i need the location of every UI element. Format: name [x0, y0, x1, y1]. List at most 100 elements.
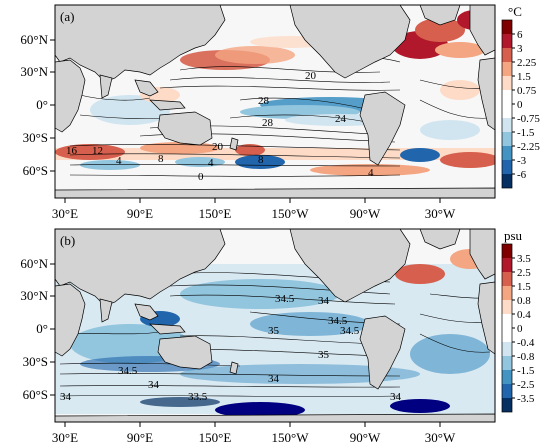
colorbar-tick-label: -3: [517, 155, 527, 167]
colorbar-cell: [502, 314, 512, 328]
contour-label: 34: [60, 391, 72, 403]
colorbar-tick-label: 0.8: [517, 295, 531, 307]
contour-label: 20: [305, 70, 317, 82]
colorbar-tick-label: -2.5: [517, 379, 535, 391]
contour-label: 4: [208, 157, 214, 169]
panel-b-salinity-map: 34.5 34 34.5 35 34.5 35 34.5 34 34 33.5 …: [0, 224, 548, 448]
colorbar-tick-label: 3.5: [517, 253, 531, 265]
contour-label: 4: [368, 167, 374, 179]
colorbar-tick-label: 1.5: [517, 281, 531, 293]
colorbar-cell: [502, 20, 512, 34]
contour-label: 28: [262, 117, 274, 129]
colorbar-cell: [502, 48, 512, 62]
land-masses: [55, 5, 495, 198]
colorbar-tick-label: 2.25: [517, 57, 537, 69]
colorbar-cell: [502, 104, 512, 118]
colorbar-tick-label: -1.5: [517, 127, 535, 139]
latitude-axis: 60°N 30°N 0° 30°S 60°S: [20, 32, 55, 178]
land-masses: [55, 229, 495, 422]
colorbar-cell: [502, 174, 512, 188]
panel-a-svg: 20 28 28 24 20 8 16 12 4 8 4 0 4 (a): [20, 4, 540, 221]
lat-label: 30°N: [20, 64, 48, 79]
lon-label: 90°E: [127, 206, 153, 221]
lat-label: 60°S: [23, 387, 48, 402]
lon-label: 90°W: [350, 206, 381, 221]
contour-lines: [69, 51, 491, 177]
contour-label: 34: [148, 379, 160, 391]
colorbar-tick-label: -0.75: [517, 113, 540, 125]
lon-label: 150°W: [272, 206, 310, 221]
lon-label: 30°E: [52, 430, 78, 445]
contour-label: 34: [390, 391, 402, 403]
lat-label: 60°N: [20, 256, 48, 271]
colorbar-cell: [502, 76, 512, 90]
colorbar-tick-label: -6: [517, 169, 527, 181]
colorbar-a: °C 6 3 2.25 1.5 0.75 0 -0.75 -1.5 -2.25 -3 -6: [501, 4, 540, 189]
contour-label: 8: [158, 153, 164, 165]
colorbar-cell: [502, 34, 512, 48]
colorbar-tick-label: 0.4: [517, 309, 531, 321]
lon-label: 30°W: [425, 206, 456, 221]
contour-label: 24: [335, 113, 347, 125]
colorbar-cell: [502, 398, 512, 412]
lat-label: 30°S: [23, 354, 48, 369]
colorbar-cell: [502, 370, 512, 384]
contour-label: 4: [116, 155, 122, 167]
colorbar-unit: psu: [504, 228, 523, 243]
contour-label: 34.5: [118, 365, 138, 377]
colorbar-tick-label: 0: [517, 99, 523, 111]
colorbar-tick-label: 1.5: [517, 71, 531, 83]
colorbar-b: psu 3.5 2.5 1.5 0.8 0.4 0 -0.4 -0.8 -1.5 -2.5 -3.5: [501, 228, 535, 413]
colorbar-cell: [502, 160, 512, 174]
lat-label: 30°S: [23, 130, 48, 145]
contour-labels: 34.5 34 34.5 35 34.5 35 34.5 34 34 33.5 …: [60, 293, 402, 403]
contour-label: 34.5: [340, 325, 360, 337]
colorbar-cell: [502, 244, 512, 258]
lat-label: 0°: [36, 97, 48, 112]
colorbar-tick-label: -3.5: [517, 393, 535, 405]
contour-label: 34.5: [328, 315, 348, 327]
contour-label: 20: [212, 141, 224, 153]
colorbar-tick-label: 6: [517, 29, 523, 41]
colorbar-cell: [502, 300, 512, 314]
colorbar-tick-label: 0.75: [517, 85, 537, 97]
lat-label: 60°S: [23, 163, 48, 178]
colorbar-cell: [502, 272, 512, 286]
lon-label: 30°E: [52, 206, 78, 221]
colorbar-tick-label: -2.25: [517, 141, 540, 153]
map-frame: [54, 4, 496, 199]
contour-label: 28: [258, 95, 270, 107]
colorbar-cell: [502, 258, 512, 272]
colorbar-tick-label: -1.5: [517, 365, 535, 377]
contour-label: 35: [268, 325, 280, 337]
lat-label: 0°: [36, 321, 48, 336]
colorbar-cell: [502, 90, 512, 104]
panel-label: (a): [60, 9, 74, 24]
anomaly-patches: [55, 10, 495, 176]
colorbar-cell: [502, 356, 512, 370]
panel-b-svg: 34.5 34 34.5 35 34.5 35 34.5 34 34 33.5 …: [20, 228, 535, 445]
contour-lines: [59, 272, 491, 397]
contour-label: 8: [258, 154, 264, 166]
lon-label: 90°W: [350, 430, 381, 445]
colorbar-tick-label: -0.8: [517, 351, 535, 363]
contour-label: 34: [268, 373, 280, 385]
contour-label: 0: [198, 171, 204, 183]
colorbar-cell: [502, 118, 512, 132]
colorbar-unit: °C: [508, 4, 522, 19]
lat-label: 30°N: [20, 288, 48, 303]
colorbar-cell: [502, 286, 512, 300]
latitude-axis: 60°N 30°N 0° 30°S 60°S: [20, 256, 55, 402]
lon-label: 150°W: [272, 430, 310, 445]
colorbar-cell: [502, 62, 512, 76]
colorbar-cell: [502, 342, 512, 356]
contour-label: 34.5: [275, 293, 295, 305]
contour-label: 33.5: [188, 391, 208, 403]
colorbar-tick-label: 0: [517, 323, 523, 335]
map-frame: [54, 228, 496, 423]
lon-label: 150°E: [199, 430, 232, 445]
panel-a-temperature-map: 20 28 28 24 20 8 16 12 4 8 4 0 4 (a): [20, 4, 540, 221]
lon-label: 30°W: [425, 430, 456, 445]
lon-label: 150°E: [199, 206, 232, 221]
longitude-axis: 30°E 90°E 150°E 150°W 90°W 30°W: [52, 422, 456, 445]
